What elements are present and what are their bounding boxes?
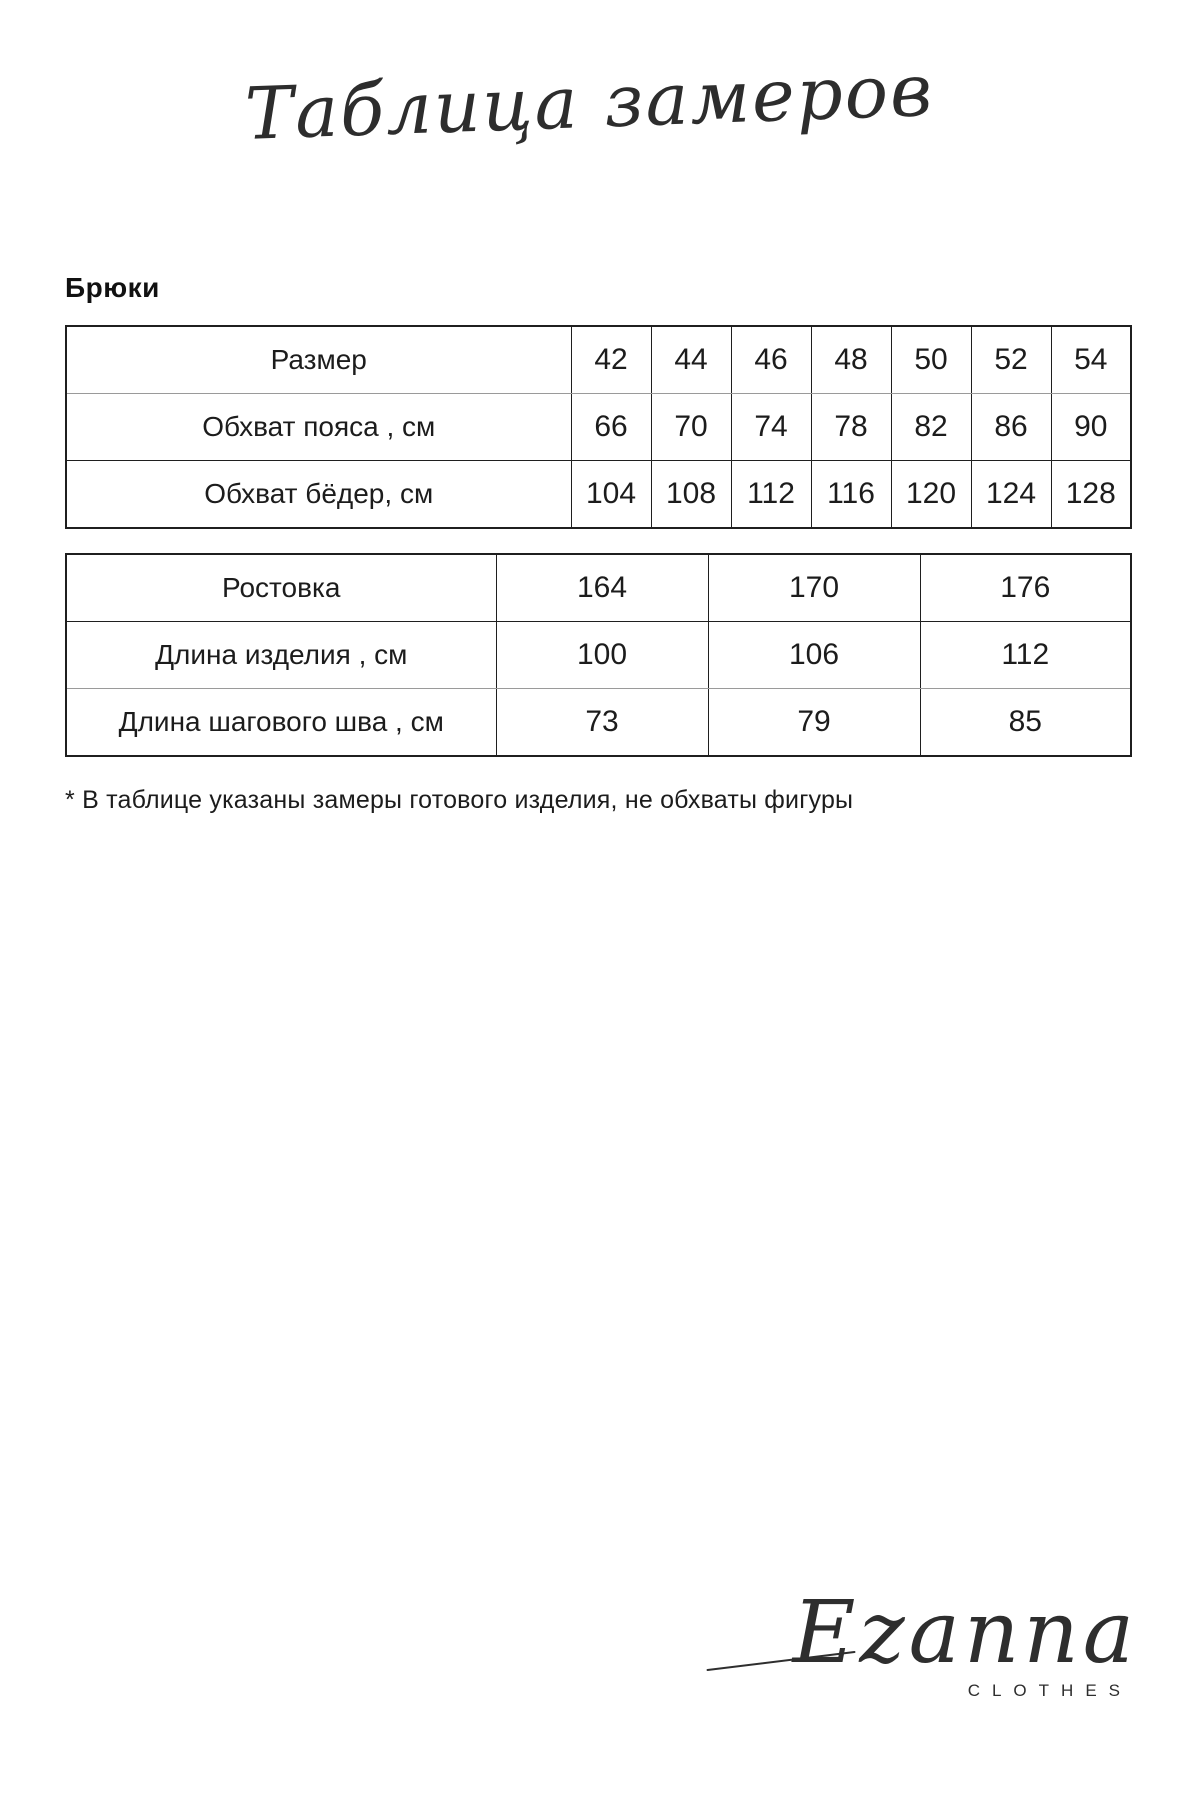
size-cell: 48: [810, 325, 892, 394]
row-label: Размер: [65, 325, 572, 394]
footnote: * В таблице указаны замеры готового изде…: [65, 786, 854, 814]
row-label: Длина шагового шва , см: [65, 688, 497, 757]
size-table: Размер 42 44 46 48 50 52 54 Обхват пояса…: [65, 325, 1132, 529]
height-cell: 176: [919, 553, 1132, 622]
page-title: Таблица замеров: [243, 47, 936, 156]
hips-cell: 112: [730, 460, 812, 529]
size-table-row: Обхват пояса , см 66 70 74 78 82 86 90: [65, 393, 1132, 461]
size-cell: 46: [730, 325, 812, 394]
hips-cell: 128: [1050, 460, 1132, 529]
row-label: Ростовка: [65, 553, 497, 622]
hips-cell: 124: [970, 460, 1052, 529]
row-label: Обхват пояса , см: [65, 393, 572, 461]
hips-cell: 116: [810, 460, 892, 529]
size-table-row: Обхват бёдер, см 104 108 112 116 120 124…: [65, 460, 1132, 529]
length-table-row: Ростовка 164 170 176: [65, 553, 1132, 622]
section-heading: Брюки: [65, 272, 160, 303]
size-cell: 52: [970, 325, 1052, 394]
height-cell: 170: [707, 553, 921, 622]
hips-cell: 120: [890, 460, 972, 529]
waist-cell: 86: [970, 393, 1052, 461]
inseam-cell: 79: [707, 688, 921, 757]
hips-cell: 108: [650, 460, 732, 529]
size-cell: 42: [570, 325, 652, 394]
size-table-row: Размер 42 44 46 48 50 52 54: [65, 325, 1132, 394]
size-cell: 54: [1050, 325, 1132, 394]
length-table: Ростовка 164 170 176 Длина изделия , см …: [65, 553, 1132, 757]
waist-cell: 66: [570, 393, 652, 461]
waist-cell: 90: [1050, 393, 1132, 461]
waist-cell: 82: [890, 393, 972, 461]
item-length-cell: 112: [919, 621, 1132, 689]
waist-cell: 74: [730, 393, 812, 461]
waist-cell: 78: [810, 393, 892, 461]
length-table-row: Длина изделия , см 100 106 112: [65, 621, 1132, 689]
inseam-cell: 85: [919, 688, 1132, 757]
brand-logo: Ezanna CLOTHES: [706, 1583, 1138, 1701]
length-table-row: Длина шагового шва , см 73 79 85: [65, 688, 1132, 757]
size-cell: 44: [650, 325, 732, 394]
size-cell: 50: [890, 325, 972, 394]
inseam-cell: 73: [495, 688, 709, 757]
row-label: Обхват бёдер, см: [65, 460, 572, 529]
brand-subtext: CLOTHES: [967, 1680, 1132, 1700]
hips-cell: 104: [570, 460, 652, 529]
brand-name: Ezanna: [792, 1583, 1138, 1683]
row-label: Длина изделия , см: [65, 621, 497, 689]
height-cell: 164: [495, 553, 709, 622]
item-length-cell: 106: [707, 621, 921, 689]
item-length-cell: 100: [495, 621, 709, 689]
waist-cell: 70: [650, 393, 732, 461]
